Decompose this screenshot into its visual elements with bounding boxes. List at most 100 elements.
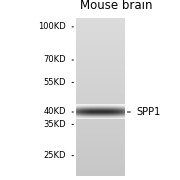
Bar <box>76 56 125 57</box>
Bar <box>105 118 106 119</box>
Bar <box>90 118 91 119</box>
Bar <box>123 111 124 112</box>
Bar <box>76 21 125 22</box>
Bar <box>89 113 90 114</box>
Bar <box>76 174 125 175</box>
Bar <box>83 113 84 114</box>
Bar <box>115 108 116 109</box>
Bar <box>113 108 114 109</box>
Bar <box>92 118 93 119</box>
Bar <box>76 171 125 172</box>
Bar <box>115 110 116 111</box>
Bar <box>92 114 93 115</box>
Bar <box>111 107 112 108</box>
Bar <box>107 113 108 114</box>
Bar <box>93 108 94 109</box>
Bar <box>79 105 80 106</box>
Bar <box>99 117 100 118</box>
Bar <box>92 117 93 118</box>
Bar <box>117 109 118 110</box>
Bar <box>100 112 101 113</box>
Bar <box>76 91 125 92</box>
Bar <box>77 106 78 107</box>
Bar <box>97 118 98 119</box>
Bar <box>92 115 93 116</box>
Bar <box>98 110 99 111</box>
Bar <box>116 109 117 110</box>
Bar <box>121 114 122 115</box>
Bar <box>115 104 116 105</box>
Bar <box>97 111 98 112</box>
Bar <box>82 115 83 116</box>
Bar <box>109 117 110 118</box>
Bar <box>115 118 116 119</box>
Bar <box>77 116 78 117</box>
Bar <box>76 42 125 43</box>
Bar <box>116 113 117 114</box>
Bar <box>94 115 95 116</box>
Bar <box>76 108 77 109</box>
Bar <box>87 115 88 116</box>
Bar <box>95 110 96 111</box>
Bar <box>76 19 125 20</box>
Bar <box>76 96 125 97</box>
Bar <box>119 109 120 110</box>
Bar <box>107 112 108 113</box>
Bar <box>79 110 80 111</box>
Bar <box>96 115 97 116</box>
Bar <box>113 113 114 114</box>
Bar <box>121 110 122 111</box>
Bar <box>87 104 88 105</box>
Bar <box>77 106 78 107</box>
Bar <box>92 110 93 111</box>
Bar <box>87 118 88 119</box>
Bar <box>76 118 125 119</box>
Bar <box>90 106 91 107</box>
Bar <box>102 113 103 114</box>
Bar <box>77 112 78 113</box>
Bar <box>108 118 109 119</box>
Bar <box>112 107 113 108</box>
Bar <box>76 111 77 112</box>
Bar <box>76 61 125 62</box>
Bar <box>106 110 107 111</box>
Bar <box>109 106 110 107</box>
Bar <box>102 118 103 119</box>
Bar <box>108 117 109 118</box>
Bar <box>81 105 82 106</box>
Bar <box>76 61 125 62</box>
Bar <box>97 117 98 118</box>
Bar <box>76 23 125 24</box>
Bar <box>104 115 105 116</box>
Bar <box>100 116 101 117</box>
Bar <box>76 143 125 144</box>
Bar <box>90 113 91 114</box>
Bar <box>112 118 113 119</box>
Bar <box>87 111 88 112</box>
Bar <box>76 157 125 158</box>
Bar <box>83 105 84 106</box>
Bar <box>82 111 83 112</box>
Bar <box>99 104 100 105</box>
Bar <box>81 114 82 115</box>
Bar <box>96 117 97 118</box>
Bar <box>100 104 101 105</box>
Bar <box>76 129 125 130</box>
Bar <box>114 118 115 119</box>
Bar <box>76 90 125 91</box>
Bar <box>117 104 118 105</box>
Bar <box>85 115 86 116</box>
Bar <box>76 117 77 118</box>
Bar <box>76 100 125 101</box>
Bar <box>86 107 87 108</box>
Bar <box>76 111 125 112</box>
Bar <box>98 104 99 105</box>
Bar <box>97 106 98 107</box>
Bar <box>124 112 125 113</box>
Bar <box>100 105 101 106</box>
Bar <box>76 78 125 79</box>
Bar <box>76 30 125 31</box>
Bar <box>108 109 109 110</box>
Bar <box>88 107 89 108</box>
Bar <box>76 150 125 151</box>
